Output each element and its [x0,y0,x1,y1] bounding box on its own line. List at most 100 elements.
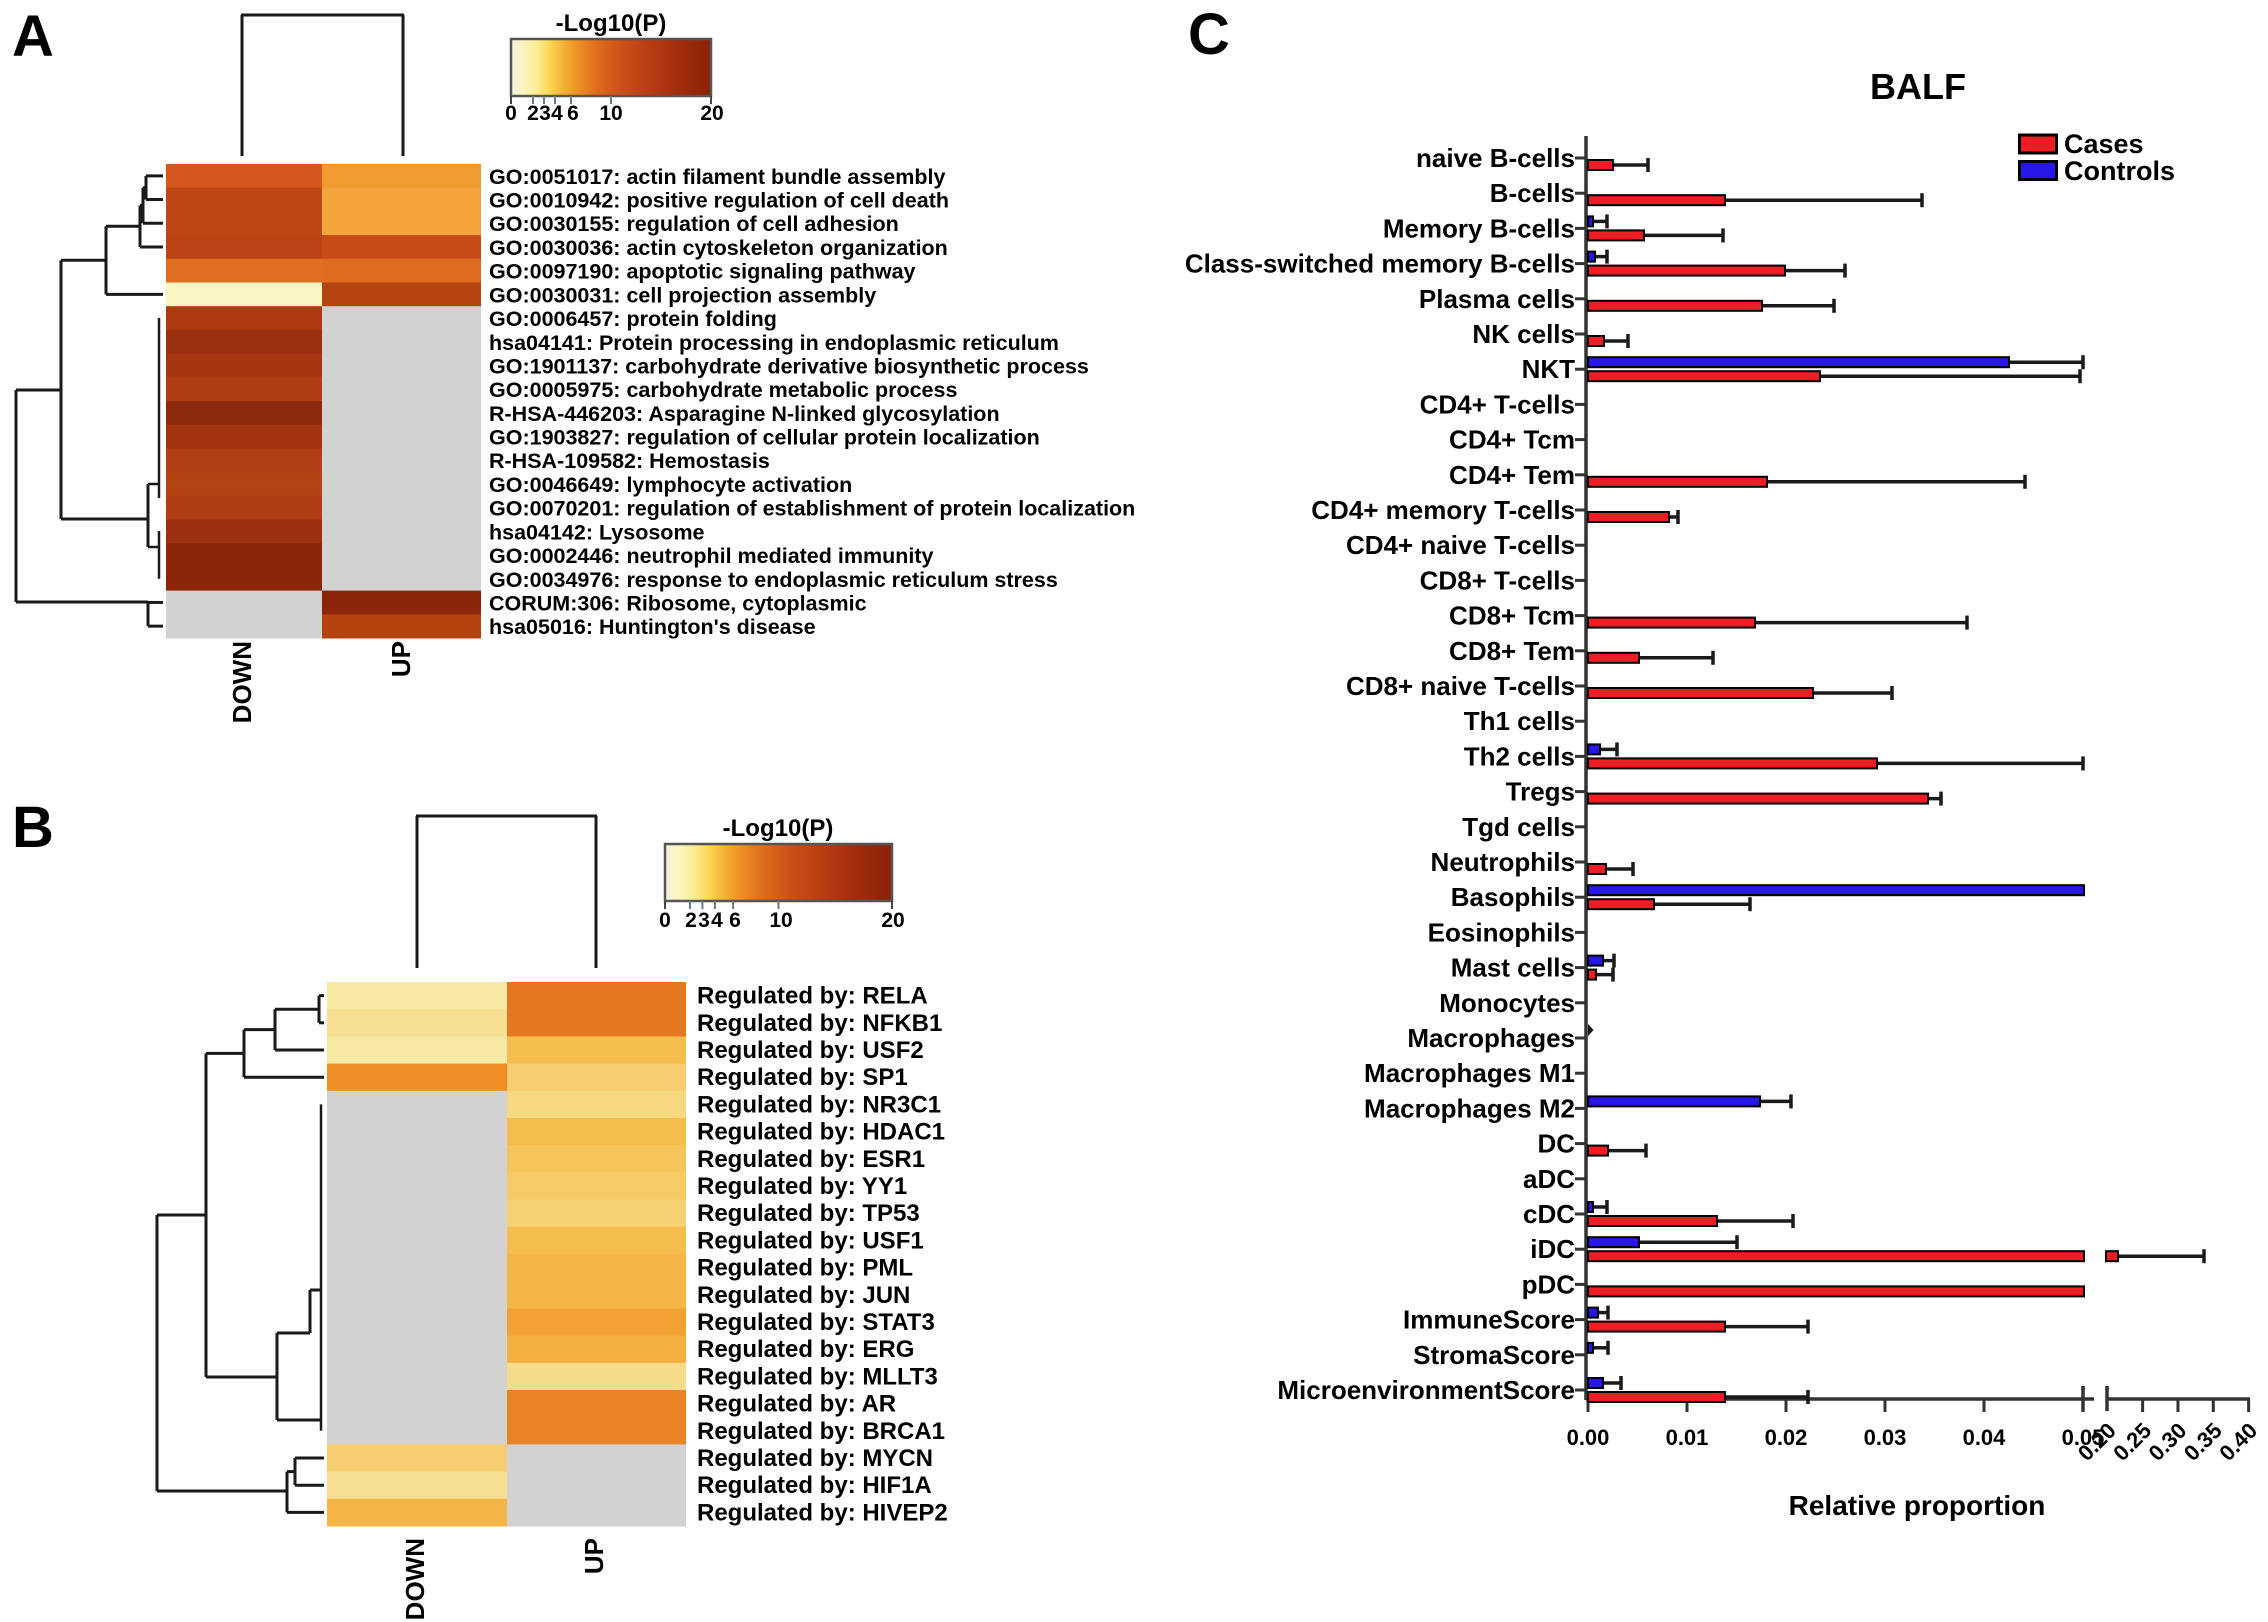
svg-text:cDC: cDC [1523,1199,1575,1229]
svg-text:GO:0097190: apoptotic signalin: GO:0097190: apoptotic signaling pathway [489,260,916,284]
svg-text:CORUM:306: Ribosome, cytoplasm: CORUM:306: Ribosome, cytoplasmic [489,591,867,615]
svg-text:DOWN: DOWN [227,641,257,723]
svg-text:GO:0030036: actin cytoskeleton: GO:0030036: actin cytoskeleton organizat… [489,236,948,260]
svg-text:B-cells: B-cells [1490,178,1575,208]
svg-text:20: 20 [700,102,723,125]
svg-text:Macrophages M1: Macrophages M1 [1364,1058,1575,1088]
svg-text:Tregs: Tregs [1506,777,1575,807]
svg-text:Regulated by: SP1: Regulated by: SP1 [697,1064,908,1091]
svg-text:MicroenvironmentScore: MicroenvironmentScore [1277,1375,1575,1405]
svg-text:R-HSA-109582: Hemostasis: R-HSA-109582: Hemostasis [489,449,770,473]
svg-text:DC: DC [1537,1129,1575,1159]
svg-text:A: A [12,4,54,69]
svg-text:GO:0070201: regulation of esta: GO:0070201: regulation of establishment … [489,497,1135,521]
svg-text:Regulated by: AR: Regulated by: AR [697,1391,896,1418]
svg-text:0.01: 0.01 [1666,1425,1709,1450]
svg-text:0.02: 0.02 [1765,1425,1808,1450]
svg-text:Regulated by: MYCN: Regulated by: MYCN [697,1445,933,1472]
svg-text:hsa04142: Lysosome: hsa04142: Lysosome [489,520,705,544]
svg-text:Relative proportion: Relative proportion [1789,1490,2046,1521]
svg-text:4: 4 [711,909,723,932]
svg-text:ImmuneScore: ImmuneScore [1403,1305,1575,1335]
svg-text:0.05: 0.05 [2062,1425,2105,1450]
svg-text:Controls: Controls [2064,156,2175,186]
svg-text:CD8+ Tcm: CD8+ Tcm [1449,601,1575,631]
svg-text:Regulated by: HIF1A: Regulated by: HIF1A [697,1472,932,1499]
svg-text:0.00: 0.00 [1567,1425,1610,1450]
svg-text:Regulated by: PML: Regulated by: PML [697,1255,913,1282]
svg-text:Regulated by: JUN: Regulated by: JUN [697,1282,910,1309]
svg-text:pDC: pDC [1522,1269,1576,1299]
svg-text:StromaScore: StromaScore [1413,1340,1575,1370]
svg-text:Monocytes: Monocytes [1439,988,1575,1018]
svg-text:20: 20 [881,909,904,932]
svg-text:10: 10 [599,102,622,125]
svg-text:Th2 cells: Th2 cells [1464,741,1575,771]
svg-text:3: 3 [539,102,551,125]
svg-text:CD4+ Tem: CD4+ Tem [1449,460,1575,490]
svg-text:Mast cells: Mast cells [1451,953,1575,983]
svg-text:GO:0010942: positive regulatio: GO:0010942: positive regulation of cell … [489,189,949,213]
svg-text:UP: UP [386,641,416,677]
svg-text:B: B [12,795,54,860]
svg-text:-Log10(P): -Log10(P) [556,10,667,37]
svg-text:Class-switched memory B-cells: Class-switched memory B-cells [1185,249,1575,279]
svg-text:aDC: aDC [1523,1164,1575,1194]
svg-text:10: 10 [769,909,792,932]
svg-text:6: 6 [567,102,579,125]
svg-text:CD4+ T-cells: CD4+ T-cells [1420,389,1575,419]
svg-text:3: 3 [698,909,710,932]
svg-text:Neutrophils: Neutrophils [1431,847,1575,877]
svg-text:Regulated by: ERG: Regulated by: ERG [697,1336,914,1363]
svg-text:BALF: BALF [1870,66,1966,107]
svg-text:Regulated by: STAT3: Regulated by: STAT3 [697,1309,935,1336]
svg-text:2: 2 [685,909,697,932]
svg-text:Macrophages: Macrophages [1407,1023,1575,1053]
svg-text:Regulated by: RELA: Regulated by: RELA [697,983,928,1010]
svg-text:GO:0051017: actin filament bun: GO:0051017: actin filament bundle assemb… [489,165,945,189]
svg-text:CD8+ Tem: CD8+ Tem [1449,636,1575,666]
svg-text:CD8+ naive T-cells: CD8+ naive T-cells [1346,671,1575,701]
svg-text:Regulated by: USF2: Regulated by: USF2 [697,1037,924,1064]
svg-text:0.04: 0.04 [1963,1425,2007,1450]
svg-text:0.03: 0.03 [1864,1425,1907,1450]
svg-text:Regulated by: MLLT3: Regulated by: MLLT3 [697,1363,938,1390]
svg-text:GO:0002446: neutrophil mediate: GO:0002446: neutrophil mediated immunity [489,544,933,568]
svg-text:GO:0005975: carbohydrate metab: GO:0005975: carbohydrate metabolic proce… [489,378,957,402]
svg-text:Regulated by: HIVEP2: Regulated by: HIVEP2 [697,1499,948,1526]
svg-text:6: 6 [729,909,741,932]
svg-text:-Log10(P): -Log10(P) [723,815,834,842]
svg-text:0: 0 [505,102,517,125]
svg-text:GO:0030155: regulation of cell: GO:0030155: regulation of cell adhesion [489,212,899,236]
svg-text:R-HSA-446203: Asparagine N-lin: R-HSA-446203: Asparagine N-linked glycos… [489,402,1000,426]
svg-text:Regulated by: YY1: Regulated by: YY1 [697,1173,907,1200]
svg-text:2: 2 [527,102,539,125]
svg-text:Regulated by: TP53: Regulated by: TP53 [697,1200,920,1227]
svg-text:4: 4 [551,102,563,125]
svg-text:GO:1903827: regulation of cell: GO:1903827: regulation of cellular prote… [489,426,1040,450]
svg-text:Cases: Cases [2064,129,2144,159]
svg-text:0: 0 [659,909,671,932]
svg-text:GO:0006457: protein folding: GO:0006457: protein folding [489,307,777,331]
svg-text:Eosinophils: Eosinophils [1428,917,1575,947]
svg-text:GO:0046649: lymphocyte activat: GO:0046649: lymphocyte activation [489,473,852,497]
svg-text:UP: UP [579,1538,609,1574]
svg-text:GO:0034976: response to endopl: GO:0034976: response to endoplasmic reti… [489,568,1058,592]
svg-text:Regulated by: USF1: Regulated by: USF1 [697,1227,924,1254]
svg-text:CD4+ memory T-cells: CD4+ memory T-cells [1311,495,1575,525]
svg-text:NK cells: NK cells [1472,319,1575,349]
svg-text:hsa04141: Protein processing i: hsa04141: Protein processing in endoplas… [489,331,1059,355]
svg-text:Regulated by: NFKB1: Regulated by: NFKB1 [697,1010,942,1037]
svg-text:Macrophages M2: Macrophages M2 [1364,1093,1575,1123]
svg-text:Regulated by: ESR1: Regulated by: ESR1 [697,1146,925,1173]
svg-text:NKT: NKT [1522,354,1576,384]
svg-text:iDC: iDC [1530,1234,1575,1264]
svg-text:C: C [1188,2,1230,67]
svg-text:DOWN: DOWN [400,1538,430,1620]
svg-text:CD4+ Tcm: CD4+ Tcm [1449,425,1575,455]
svg-text:Plasma cells: Plasma cells [1419,284,1575,314]
svg-text:Regulated by: HDAC1: Regulated by: HDAC1 [697,1119,945,1146]
svg-text:Th1 cells: Th1 cells [1464,706,1575,736]
svg-text:hsa05016: Huntington's disease: hsa05016: Huntington's disease [489,615,816,639]
svg-text:Tgd cells: Tgd cells [1462,812,1575,842]
